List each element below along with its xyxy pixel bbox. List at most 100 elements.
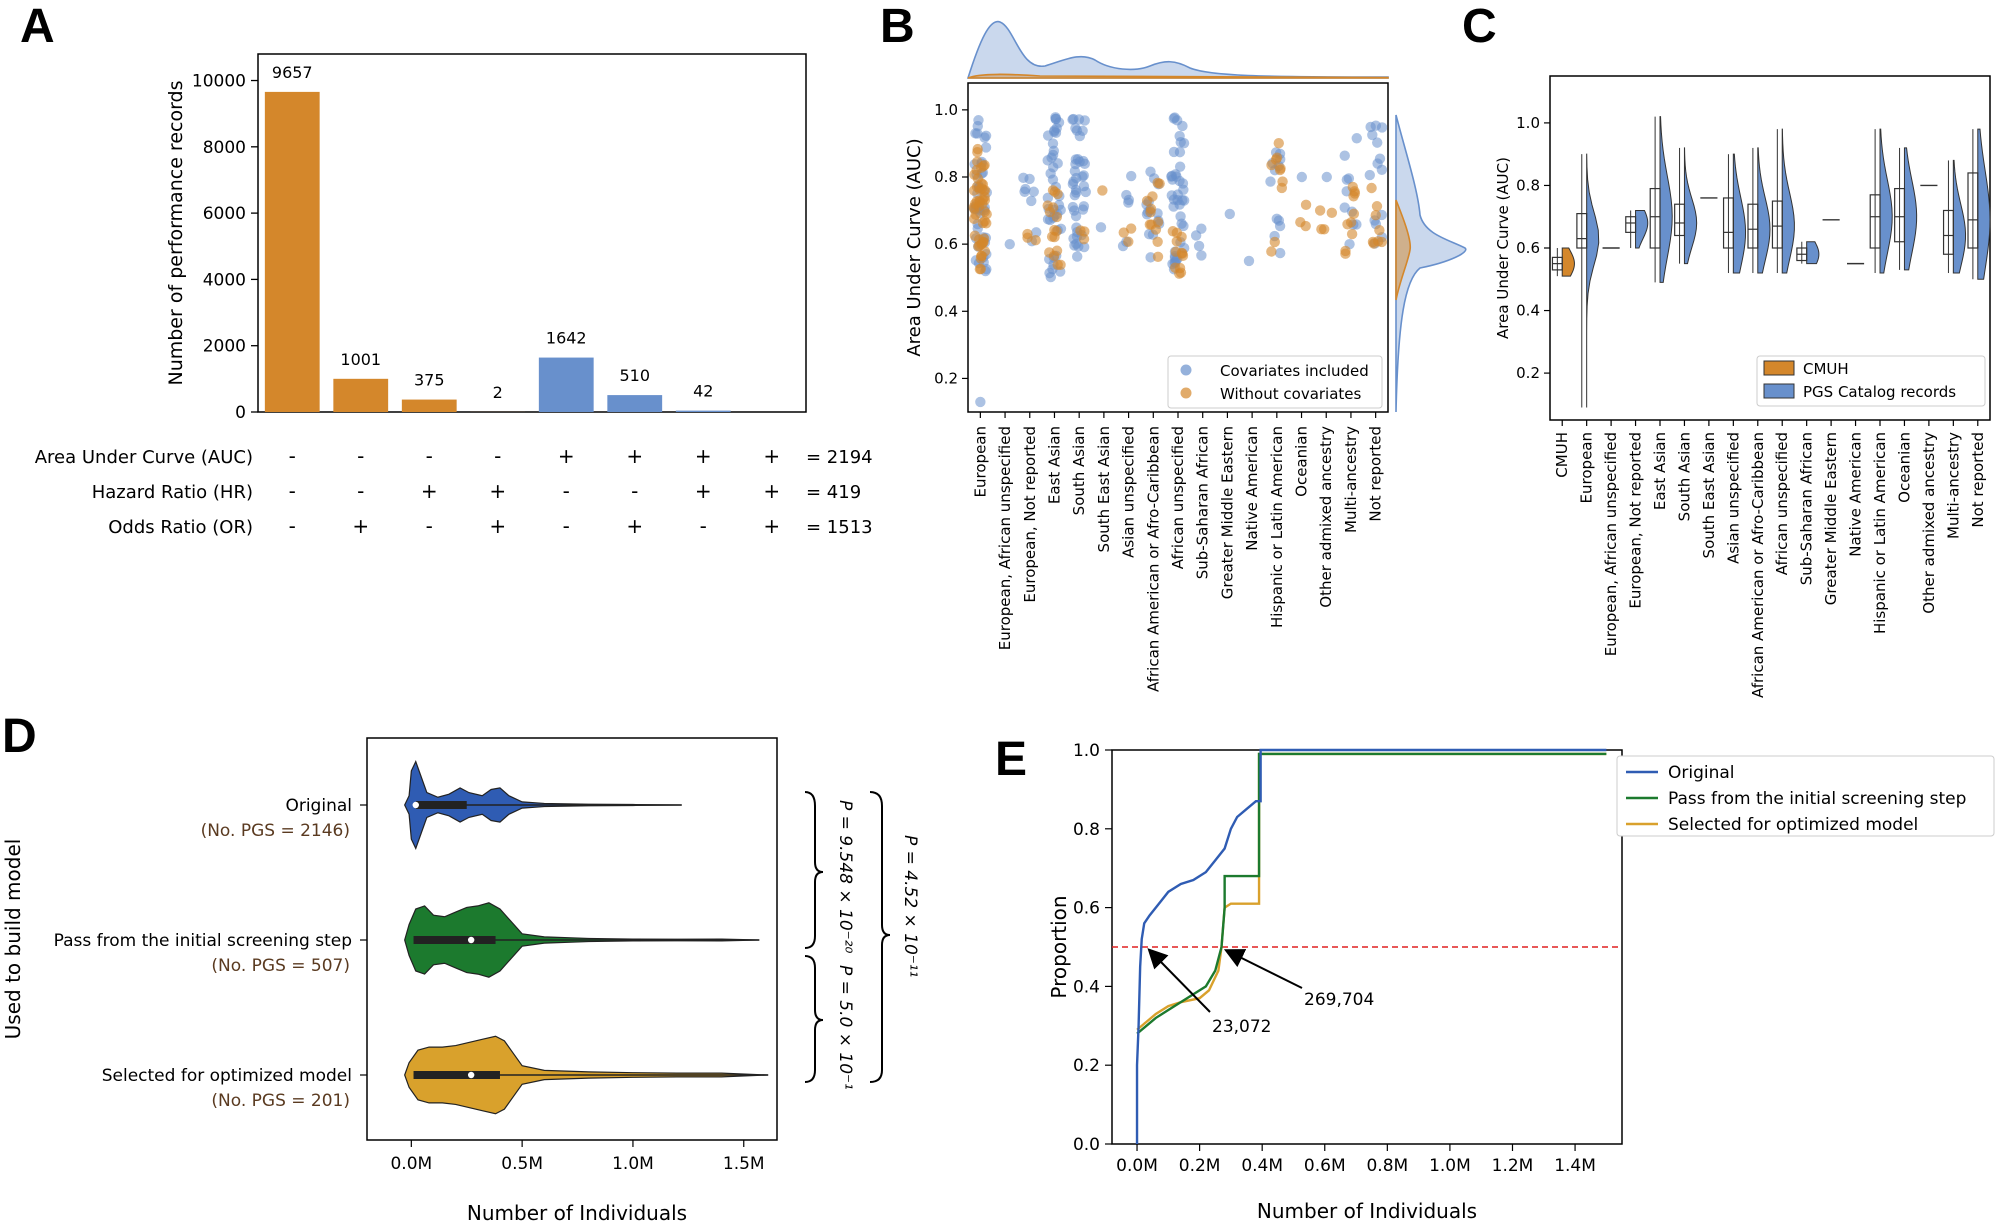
x-tick-label-e: 0.4M xyxy=(1241,1156,1283,1176)
x-tick-label-c: CMUH xyxy=(1553,432,1571,478)
scatter-point-covariates xyxy=(1079,241,1090,253)
violin-median-d xyxy=(467,1071,475,1079)
x-tick-label-b: Greater Middle Eastern xyxy=(1218,426,1236,599)
bar-a xyxy=(538,357,594,412)
violin-iqr-d xyxy=(413,936,496,944)
scatter-point-no-covariates xyxy=(1051,245,1063,256)
group-count-label-d: (No. PGS = 201) xyxy=(211,1091,350,1111)
scatter-point-no-covariates xyxy=(1125,223,1137,234)
scatter-point-no-covariates xyxy=(1123,236,1134,247)
half-violin xyxy=(1806,241,1820,265)
scatter-point-covariates xyxy=(1196,223,1207,234)
x-tick-label-b: South Asian xyxy=(1070,426,1088,515)
scatter-point-no-covariates xyxy=(979,206,991,217)
y-tick-label-c: 0.2 xyxy=(1516,364,1540,382)
y-tick-label-e: 0.2 xyxy=(1073,1056,1100,1076)
scatter-point-no-covariates xyxy=(1266,246,1277,257)
scatter-point-no-covariates xyxy=(970,209,981,220)
scatter-point-covariates xyxy=(1073,114,1085,125)
matrix-sign: + xyxy=(763,444,780,468)
x-tick-label-b: East Asian xyxy=(1045,426,1063,504)
scatter-point-covariates xyxy=(1070,123,1081,134)
scatter-point-no-covariates xyxy=(1314,205,1326,216)
half-violin xyxy=(1952,159,1967,274)
scatter-point-no-covariates xyxy=(1147,191,1158,202)
legend-swatch-c xyxy=(1763,383,1795,399)
legend-label-b: Covariates included xyxy=(1220,362,1369,380)
x-tick-label-e: 1.0M xyxy=(1429,1156,1471,1176)
y-tick-label-a: 6000 xyxy=(203,204,246,224)
scatter-point-no-covariates xyxy=(1049,186,1061,197)
matrix-sign: + xyxy=(763,479,780,503)
scatter-point-covariates xyxy=(1168,201,1179,212)
panel-label-e: E xyxy=(995,733,1027,786)
matrix-sign: - xyxy=(426,444,433,468)
ecdf-line xyxy=(1136,752,1607,1035)
half-violin xyxy=(1757,147,1771,274)
half-violin xyxy=(1561,247,1575,277)
scatter-point-no-covariates xyxy=(1174,262,1186,274)
x-tick-label-c: European, African unspecified xyxy=(1602,432,1620,656)
plot-frame-a xyxy=(257,53,807,413)
x-tick-label-b: European, African unspecified xyxy=(996,426,1014,650)
x-tick-label-c: South East Asian xyxy=(1700,432,1718,558)
x-tick-label-c: European, Not reported xyxy=(1627,432,1645,609)
matrix-sign: - xyxy=(631,479,638,503)
bar-a xyxy=(264,91,320,412)
scatter-point-no-covariates xyxy=(969,198,981,209)
x-tick-label-b: Oceanian xyxy=(1293,426,1311,497)
violin-iqr-d xyxy=(415,801,467,809)
matrix-sign: - xyxy=(289,479,296,503)
x-tick-label-b: South East Asian xyxy=(1095,426,1113,552)
bar-value-label-a: 42 xyxy=(693,382,713,401)
half-violin xyxy=(1781,128,1795,274)
box-iqr xyxy=(1625,216,1637,233)
scatter-point-covariates xyxy=(1274,247,1286,259)
x-tick-label-c: Other admixed ancestry xyxy=(1920,432,1938,614)
scatter-point-covariates xyxy=(1069,189,1081,201)
scatter-point-no-covariates xyxy=(1370,210,1381,221)
y-tick-label-c: 0.6 xyxy=(1516,239,1540,257)
x-tick-label-c: East Asian xyxy=(1651,432,1669,510)
matrix-sign: + xyxy=(695,479,712,503)
scatter-point-no-covariates xyxy=(1345,217,1357,228)
legend-box-c xyxy=(1756,355,1986,407)
scatter-point-covariates xyxy=(1193,240,1205,252)
bar-a xyxy=(607,395,663,412)
ecdf-line xyxy=(1136,752,1607,1031)
scatter-point-covariates xyxy=(1070,158,1081,170)
legend-box-b xyxy=(1167,355,1383,409)
scatter-point-no-covariates xyxy=(1152,251,1164,263)
scatter-point-covariates xyxy=(1031,227,1042,238)
matrix-sign: + xyxy=(489,479,506,503)
matrix-sign: - xyxy=(700,514,707,538)
box-iqr xyxy=(1942,209,1954,255)
scatter-point-covariates xyxy=(980,142,992,153)
scatter-point-covariates xyxy=(1079,158,1090,170)
y-tick-label-e: 1.0 xyxy=(1073,741,1100,761)
matrix-sign: + xyxy=(558,444,575,468)
x-tick-label-c: European xyxy=(1578,432,1596,503)
scatter-point-covariates xyxy=(1367,129,1378,141)
scatter-point-no-covariates xyxy=(1078,233,1090,245)
right-marginal-no-covariates xyxy=(1395,199,1412,301)
matrix-sign: - xyxy=(289,444,296,468)
scatter-point-no-covariates xyxy=(978,185,990,196)
x-tick-label-e: 0.0M xyxy=(1116,1156,1158,1176)
y-axis-label-e: Proportion xyxy=(1047,895,1071,998)
scatter-point-no-covariates xyxy=(1275,163,1286,174)
scatter-point-no-covariates xyxy=(1022,228,1033,240)
scatter-point-covariates xyxy=(1068,233,1079,244)
scatter-outlier-b xyxy=(975,396,986,408)
legend-marker-b xyxy=(1180,387,1192,399)
matrix-sign: + xyxy=(489,514,506,538)
bar-a xyxy=(333,378,389,412)
y-tick-label-e: 0.6 xyxy=(1073,899,1100,919)
y-axis-label-a: Number of performance records xyxy=(165,80,187,385)
scatter-point-covariates xyxy=(1126,170,1137,182)
box-iqr xyxy=(1869,194,1881,249)
scatter-point-no-covariates xyxy=(1326,207,1338,219)
scatter-point-covariates xyxy=(1175,211,1186,222)
